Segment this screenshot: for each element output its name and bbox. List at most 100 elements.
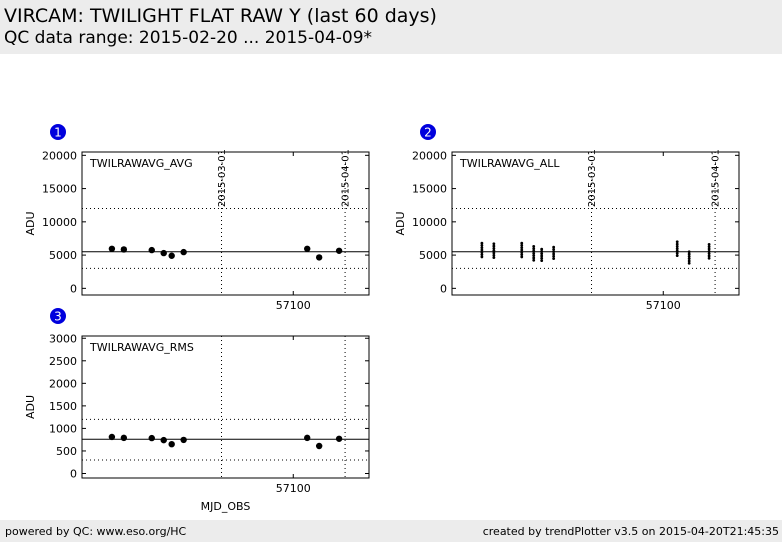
data-point xyxy=(540,254,544,258)
data-point xyxy=(108,433,116,441)
y-tick-label: 1000 xyxy=(49,422,77,435)
data-point-cluster xyxy=(552,245,556,261)
y-tick-label: 10000 xyxy=(412,216,447,229)
data-point xyxy=(707,256,711,260)
data-point xyxy=(480,250,484,254)
x-axis-label: MJD_OBS xyxy=(201,500,251,513)
data-point xyxy=(707,247,711,251)
date-marker-label: 2015-04-01 xyxy=(341,149,352,207)
plot-number-label: 3 xyxy=(54,310,62,324)
date-marker-label: 2015-03-01 xyxy=(217,149,228,207)
data-point xyxy=(707,245,711,249)
header-bar: VIRCAM: TWILIGHT FLAT RAW Y (last 60 day… xyxy=(0,0,782,54)
plot-frame xyxy=(451,151,740,296)
data-point-cluster xyxy=(520,241,524,259)
data-point-cluster xyxy=(532,245,536,262)
data-point xyxy=(148,434,155,442)
data-point xyxy=(120,434,128,442)
data-point xyxy=(520,241,524,245)
data-point xyxy=(532,256,536,260)
plot-number-label: 2 xyxy=(424,126,432,140)
y-tick-label: 500 xyxy=(56,445,77,458)
data-point xyxy=(675,249,679,253)
x-tick-label: 57100 xyxy=(276,299,311,312)
data-point xyxy=(304,245,311,252)
data-point xyxy=(687,257,691,261)
data-point xyxy=(552,252,556,256)
data-point xyxy=(675,251,679,255)
data-point xyxy=(707,243,711,246)
data-point xyxy=(480,244,484,247)
y-tick-label: 5000 xyxy=(49,249,77,262)
data-point xyxy=(540,252,544,256)
data-point xyxy=(532,258,536,262)
data-point-cluster xyxy=(540,247,544,263)
y-tick-label: 0 xyxy=(440,282,447,295)
data-point xyxy=(687,261,691,265)
data-point xyxy=(687,252,691,256)
data-point xyxy=(160,436,167,444)
data-point xyxy=(120,246,128,253)
parameter-label: TWILRAWAVG_ALL xyxy=(459,157,560,170)
data-point xyxy=(480,255,484,259)
data-point xyxy=(480,241,484,245)
data-point xyxy=(335,247,343,254)
data-point xyxy=(315,254,323,261)
data-point xyxy=(168,252,175,259)
footer-generator: created by trendPlotter v3.5 on 2015-04-… xyxy=(482,525,779,538)
data-point xyxy=(552,254,556,258)
y-tick-label: 2500 xyxy=(49,355,77,368)
data-point xyxy=(492,242,496,246)
y-tick-label: 0 xyxy=(70,467,77,480)
y-tick-label: 1500 xyxy=(49,400,77,413)
data-point xyxy=(315,442,323,450)
y-tick-label: 20000 xyxy=(42,149,77,162)
page-title: VIRCAM: TWILIGHT FLAT RAW Y (last 60 day… xyxy=(4,5,437,27)
data-point xyxy=(532,251,536,255)
y-axis-label: ADU xyxy=(394,211,407,235)
plot-number-label: 1 xyxy=(54,126,62,140)
data-point xyxy=(552,257,556,261)
plot-number-badge xyxy=(420,124,436,140)
page-subtitle: QC data range: 2015-02-20 ... 2015-04-09… xyxy=(4,28,373,48)
data-point-cluster xyxy=(687,250,691,265)
data-point xyxy=(180,436,187,444)
data-point xyxy=(707,252,711,256)
data-point xyxy=(532,254,536,258)
data-point xyxy=(540,256,544,260)
data-point xyxy=(552,245,556,249)
plot-1: 2015-03-01 2015-04-01 0 5000 10000 15000 20000… xyxy=(24,124,370,312)
data-point xyxy=(492,244,496,248)
data-point xyxy=(520,246,524,250)
data-point xyxy=(520,253,524,257)
data-point xyxy=(540,247,544,251)
data-point xyxy=(480,248,484,252)
data-point xyxy=(540,259,544,263)
data-point xyxy=(532,247,536,251)
data-point xyxy=(520,250,524,254)
footer-credit: powered by QC: www.eso.org/HC xyxy=(5,525,187,538)
data-point xyxy=(492,253,496,257)
data-point xyxy=(480,246,484,250)
data-point-cluster xyxy=(480,241,484,259)
data-point xyxy=(108,245,116,252)
plot-frame xyxy=(81,335,370,479)
data-point xyxy=(540,250,544,253)
data-point-cluster xyxy=(707,243,711,260)
plot-number-badge xyxy=(50,124,66,140)
data-point xyxy=(552,248,556,251)
data-point xyxy=(687,259,691,263)
x-tick-label: 57100 xyxy=(276,482,311,495)
y-tick-label: 15000 xyxy=(42,183,77,196)
data-point xyxy=(304,434,311,442)
plot-frame xyxy=(81,151,370,296)
y-tick-label: 2000 xyxy=(49,377,77,390)
data-point xyxy=(532,249,536,253)
footer-bar: powered by QC: www.eso.org/HC created by… xyxy=(0,520,782,542)
data-point-cluster xyxy=(675,240,679,257)
data-point xyxy=(687,254,691,258)
data-point xyxy=(675,242,679,246)
data-point-cluster xyxy=(492,242,496,259)
data-point xyxy=(492,251,496,255)
parameter-label: TWILRAWAVG_RMS xyxy=(89,341,194,354)
